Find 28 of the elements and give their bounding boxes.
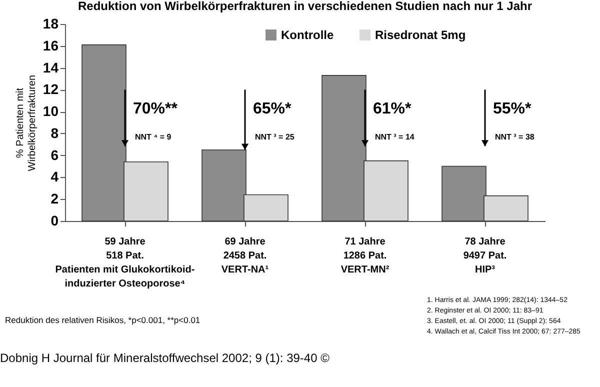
- annotation: 61%*: [373, 100, 412, 118]
- x-tick-label: 59 Jahre 518 Pat. Patienten mit Glukokortikoid- induzierter Osteoporose⁴: [55, 236, 195, 290]
- x-tick-label: 78 Jahre 9497 Pat. HIP³: [463, 236, 507, 276]
- chart-title: Reduktion von Wirbelkörperfrakturen in verschiedenen Studien nach nur 1 Jahr: [78, 0, 532, 13]
- y-tick-label: 16: [42, 37, 59, 54]
- y-tick-label: 0: [50, 212, 59, 228]
- y-tick-label: 8: [50, 124, 59, 141]
- x-tick-label: 69 Jahre 2458 Pat. VERT-NA¹: [221, 236, 270, 276]
- annotation: NNT ³ = 38: [495, 132, 535, 142]
- annotation: 70%**: [133, 100, 178, 118]
- annotation: 65%*: [253, 100, 292, 118]
- text: Dobnig H Journal für Mineralstoffwechsel 2002; 9 (1): 39-40 ©: [0, 351, 330, 365]
- y-tick-label: 18: [42, 16, 59, 32]
- y-tick-label: 12: [42, 81, 59, 98]
- y-tick-label: 2: [50, 190, 59, 207]
- text: Reduktion des relativen Risikos, *p<0.001, **p<0.01: [5, 315, 200, 325]
- y-tick-label: 14: [42, 59, 59, 76]
- legend-label: Kontrolle: [281, 28, 334, 42]
- y-tick-label: 10: [42, 103, 59, 120]
- annotation: NNT ³ = 14: [375, 132, 415, 142]
- y-tick-label: 4: [50, 168, 59, 185]
- annotation: NNT ⁴ = 9: [135, 132, 172, 142]
- legend-label: Risedronat 5mg: [375, 28, 466, 42]
- annotation: NNT ³ = 25: [255, 132, 295, 142]
- annotation: 55%*: [493, 100, 532, 118]
- x-tick-label: 71 Jahre 1286 Pat. VERT-MN²: [340, 236, 390, 276]
- y-axis-title: % Patienten mit Wirbelkörperfrakturen: [14, 74, 38, 172]
- y-tick-label: 6: [50, 146, 59, 163]
